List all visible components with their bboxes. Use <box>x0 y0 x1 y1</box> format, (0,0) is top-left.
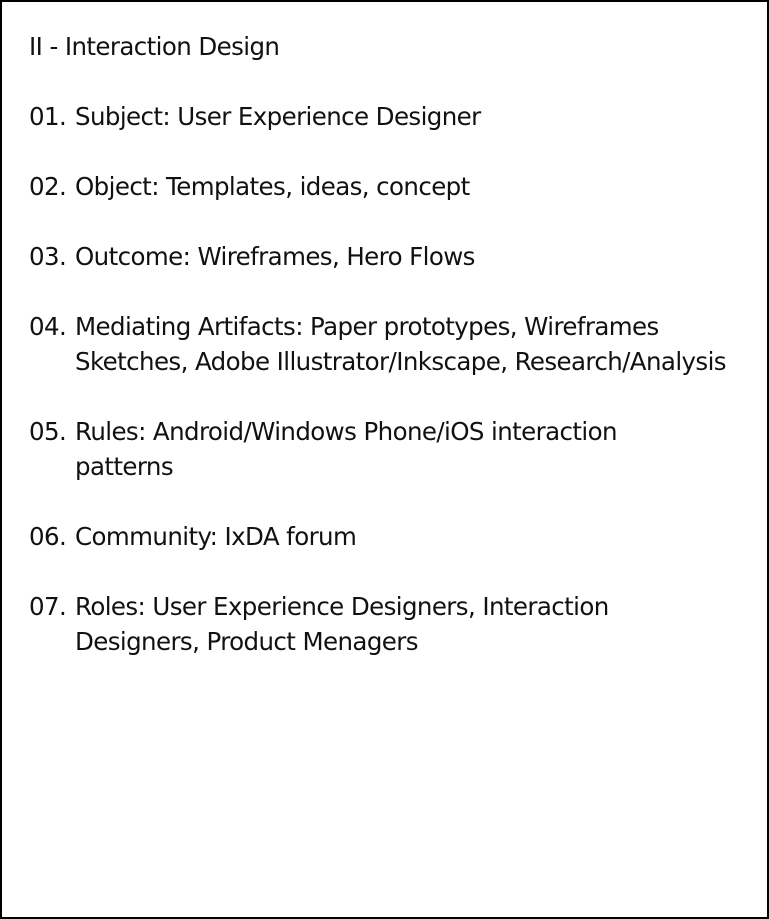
item-text-line: Subject: User Experience Designer <box>75 102 481 131</box>
item-text: Rules: Android/Windows Phone/iOS interac… <box>75 414 765 484</box>
item-number: 03. <box>29 242 67 271</box>
list-item-subject: 01. Subject: User Experience Designer <box>29 99 765 134</box>
item-text-line: Rules: Android/Windows Phone/iOS interac… <box>75 417 618 446</box>
list-item-object: 02. Object: Templates, ideas, concept <box>29 169 765 204</box>
item-text-line: Sketches, Adobe Illustrator/Inkscape, Re… <box>75 347 727 376</box>
item-text: Roles: User Experience Designers, Intera… <box>75 589 765 659</box>
item-text-line: Roles: User Experience Designers, Intera… <box>75 592 609 621</box>
item-text-line: Mediating Artifacts: Paper prototypes, W… <box>75 312 659 341</box>
item-text-line: Designers, Product Menagers <box>75 627 419 656</box>
item-number: 06. <box>29 522 67 551</box>
item-number: 01. <box>29 102 67 131</box>
list-item-mediating-artifacts: 04. Mediating Artifacts: Paper prototype… <box>29 309 765 379</box>
item-text: Community: IxDA forum <box>75 519 765 554</box>
item-number: 04. <box>29 312 67 341</box>
document-title: II - Interaction Design <box>29 32 280 61</box>
item-number: 05. <box>29 417 67 446</box>
item-text-line: patterns <box>75 452 174 481</box>
item-text: Outcome: Wireframes, Hero Flows <box>75 239 765 274</box>
item-text-line: Object: Templates, ideas, concept <box>75 172 470 201</box>
item-number: 07. <box>29 592 67 621</box>
item-number: 02. <box>29 172 67 201</box>
item-text-line: Outcome: Wireframes, Hero Flows <box>75 242 475 271</box>
item-text: Mediating Artifacts: Paper prototypes, W… <box>75 309 765 379</box>
list-item-rules: 05. Rules: Android/Windows Phone/iOS int… <box>29 414 765 484</box>
item-text: Object: Templates, ideas, concept <box>75 169 765 204</box>
item-text: Subject: User Experience Designer <box>75 99 765 134</box>
list-item-roles: 07. Roles: User Experience Designers, In… <box>29 589 765 659</box>
list-item-outcome: 03. Outcome: Wireframes, Hero Flows <box>29 239 765 274</box>
document-content: II - Interaction Design 01. Subject: Use… <box>29 29 765 694</box>
list-item-community: 06. Community: IxDA forum <box>29 519 765 554</box>
item-text-line: Community: IxDA forum <box>75 522 357 551</box>
